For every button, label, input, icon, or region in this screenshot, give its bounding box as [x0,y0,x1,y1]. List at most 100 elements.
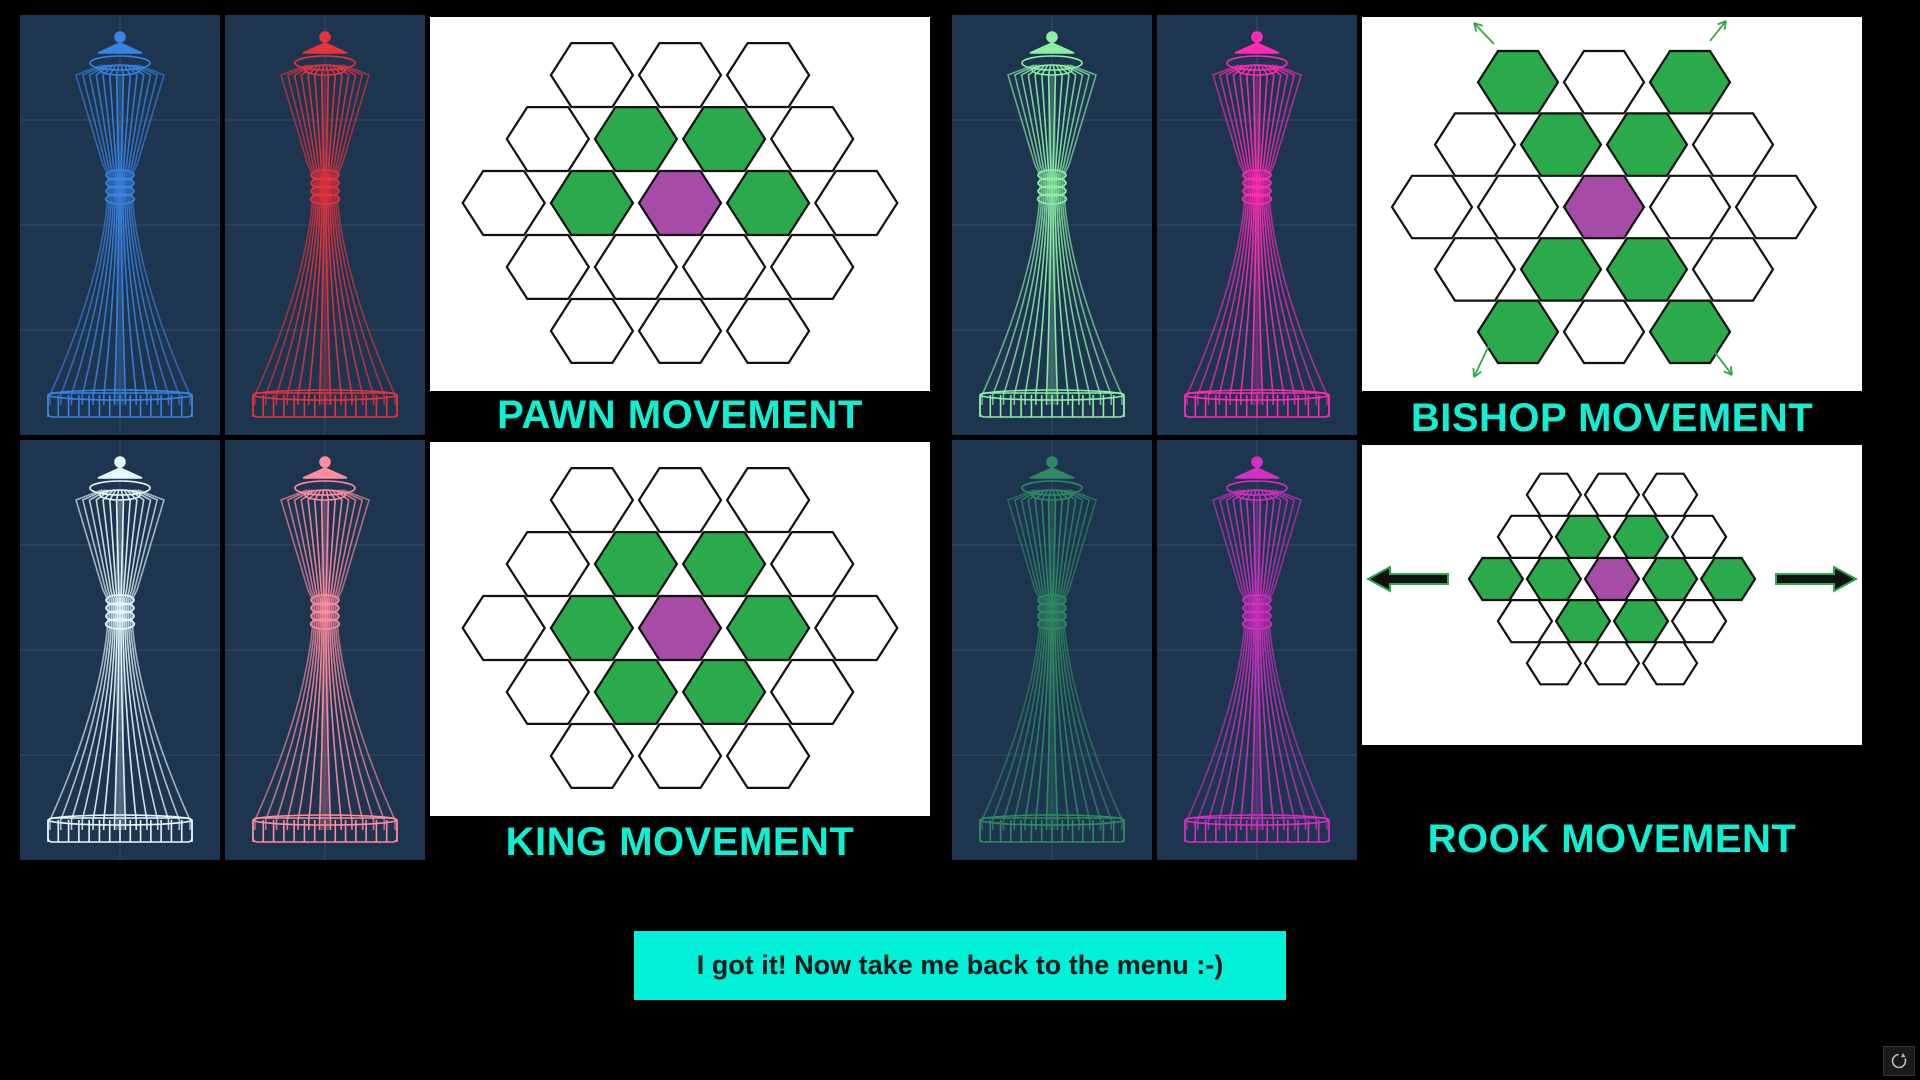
piece-tile-red [225,15,425,435]
pawn-hex-cell [769,106,855,173]
arrow-icon [1473,22,1483,32]
king-hex-cell [505,531,591,598]
arrow-icon [1723,365,1733,376]
king-hex-cell [681,531,767,598]
piece-tile-magenta [1157,15,1357,435]
rook-hex-cell [1670,514,1728,559]
arrow-icon [1472,367,1482,378]
king-hex-cell [461,594,547,662]
queen-piece-icon [225,440,425,860]
pawn-hex-cell [637,297,723,364]
arrow-icon [1473,22,1495,45]
piece-tile-lightgreen [952,15,1152,435]
king-hex-cell [725,467,811,534]
arrow-icon [1365,565,1449,593]
arrow-icon [1717,20,1727,31]
pawn-hex-cell [549,169,635,237]
pawn-hex-cell [549,297,635,364]
bishop-hex-cell [1562,174,1646,240]
king-hex-cell [813,594,899,662]
rook-hex-cell [1612,599,1670,644]
king-hex-cell [637,594,723,662]
queen-piece-icon [20,440,220,860]
bishop-hex-cell [1562,299,1646,365]
pawn-hex-cell [593,233,679,300]
bishop-hex-cell [1648,49,1732,115]
queen-piece-icon [1157,15,1357,435]
pawn-hex-cell [769,233,855,300]
rook-hex-cell [1583,556,1641,602]
bishop-hex-cell [1605,237,1689,302]
king-movement-caption: KING MOVEMENT [505,820,855,864]
bishop-hex-cell [1476,299,1560,365]
rook-hex-cell [1641,556,1699,602]
bishop-hex-cell [1476,49,1560,115]
pawn-hex-cell [725,297,811,364]
arrow-icon [1775,565,1859,593]
rook-hex-cell [1641,472,1699,517]
queen-piece-icon [20,15,220,435]
piece-tile-blue [20,15,220,435]
refresh-icon[interactable] [1883,1046,1915,1076]
rook-hex-cell [1554,599,1612,644]
rook-hex-cell [1554,514,1612,559]
rook-movement-board [1362,445,1862,745]
queen-piece-icon [225,15,425,435]
king-hex-cell [769,658,855,725]
bishop-hex-cell [1605,112,1689,177]
arrow-icon [1709,20,1727,42]
bishop-hex-cell [1390,174,1474,240]
pawn-hex-cell [549,42,635,109]
piece-tile-white [20,440,220,860]
king-hex-cell [637,467,723,534]
pawn-movement-caption: PAWN MOVEMENT [497,393,863,437]
pawn-hex-cell [725,42,811,109]
rook-hex-cell [1612,514,1670,559]
pawn-hex-cell [461,169,547,237]
king-hex-cell [681,658,767,725]
king-hex-cell [549,467,635,534]
bishop-movement-caption: BISHOP MOVEMENT [1410,396,1814,440]
queen-piece-icon [952,15,1152,435]
queen-piece-icon [1157,440,1357,860]
rook-hex-cell [1496,514,1554,559]
bishop-hex-cell [1734,174,1818,240]
rook-hex-cell [1583,472,1641,517]
back-to-menu-button[interactable]: I got it! Now take me back to the menu :… [634,931,1286,1000]
rook-movement-caption: ROOK MOVEMENT [1427,817,1797,861]
king-hex-cell [769,531,855,598]
rook-hex-cell [1699,556,1757,602]
bishop-hex-cell [1648,174,1732,240]
queen-piece-icon [952,440,1152,860]
king-hex-cell [593,531,679,598]
piece-tile-darkgreen [952,440,1152,860]
rook-hex-cell [1525,641,1583,686]
rook-hex-cell [1670,599,1728,644]
arrow-icon [1473,342,1491,378]
bishop-hex-cell [1476,174,1560,240]
pawn-hex-cell [725,169,811,237]
bishop-hex-cell [1648,299,1732,365]
bishop-hex-cell [1691,112,1775,177]
pawn-hex-cell [637,42,723,109]
rook-hex-cell [1583,641,1641,686]
pawn-hex-cell [637,169,723,237]
king-hex-cell [725,722,811,789]
pawn-hex-cell [593,106,679,173]
arrow-icon [1707,342,1733,376]
bishop-hex-cell [1433,237,1517,302]
king-hex-cell [505,658,591,725]
rook-hex-cell [1641,641,1699,686]
bishop-hex-cell [1433,112,1517,177]
king-hex-cell [549,594,635,662]
king-hex-cell [593,658,679,725]
rook-hex-cell [1525,556,1583,602]
pawn-hex-cell [813,169,899,237]
pawn-hex-cell [681,106,767,173]
pawn-hex-cell [505,106,591,173]
piece-tile-purple [1157,440,1357,860]
king-movement-board [430,442,930,816]
king-hex-cell [549,722,635,789]
piece-tile-pink [225,440,425,860]
pawn-hex-cell [505,233,591,300]
